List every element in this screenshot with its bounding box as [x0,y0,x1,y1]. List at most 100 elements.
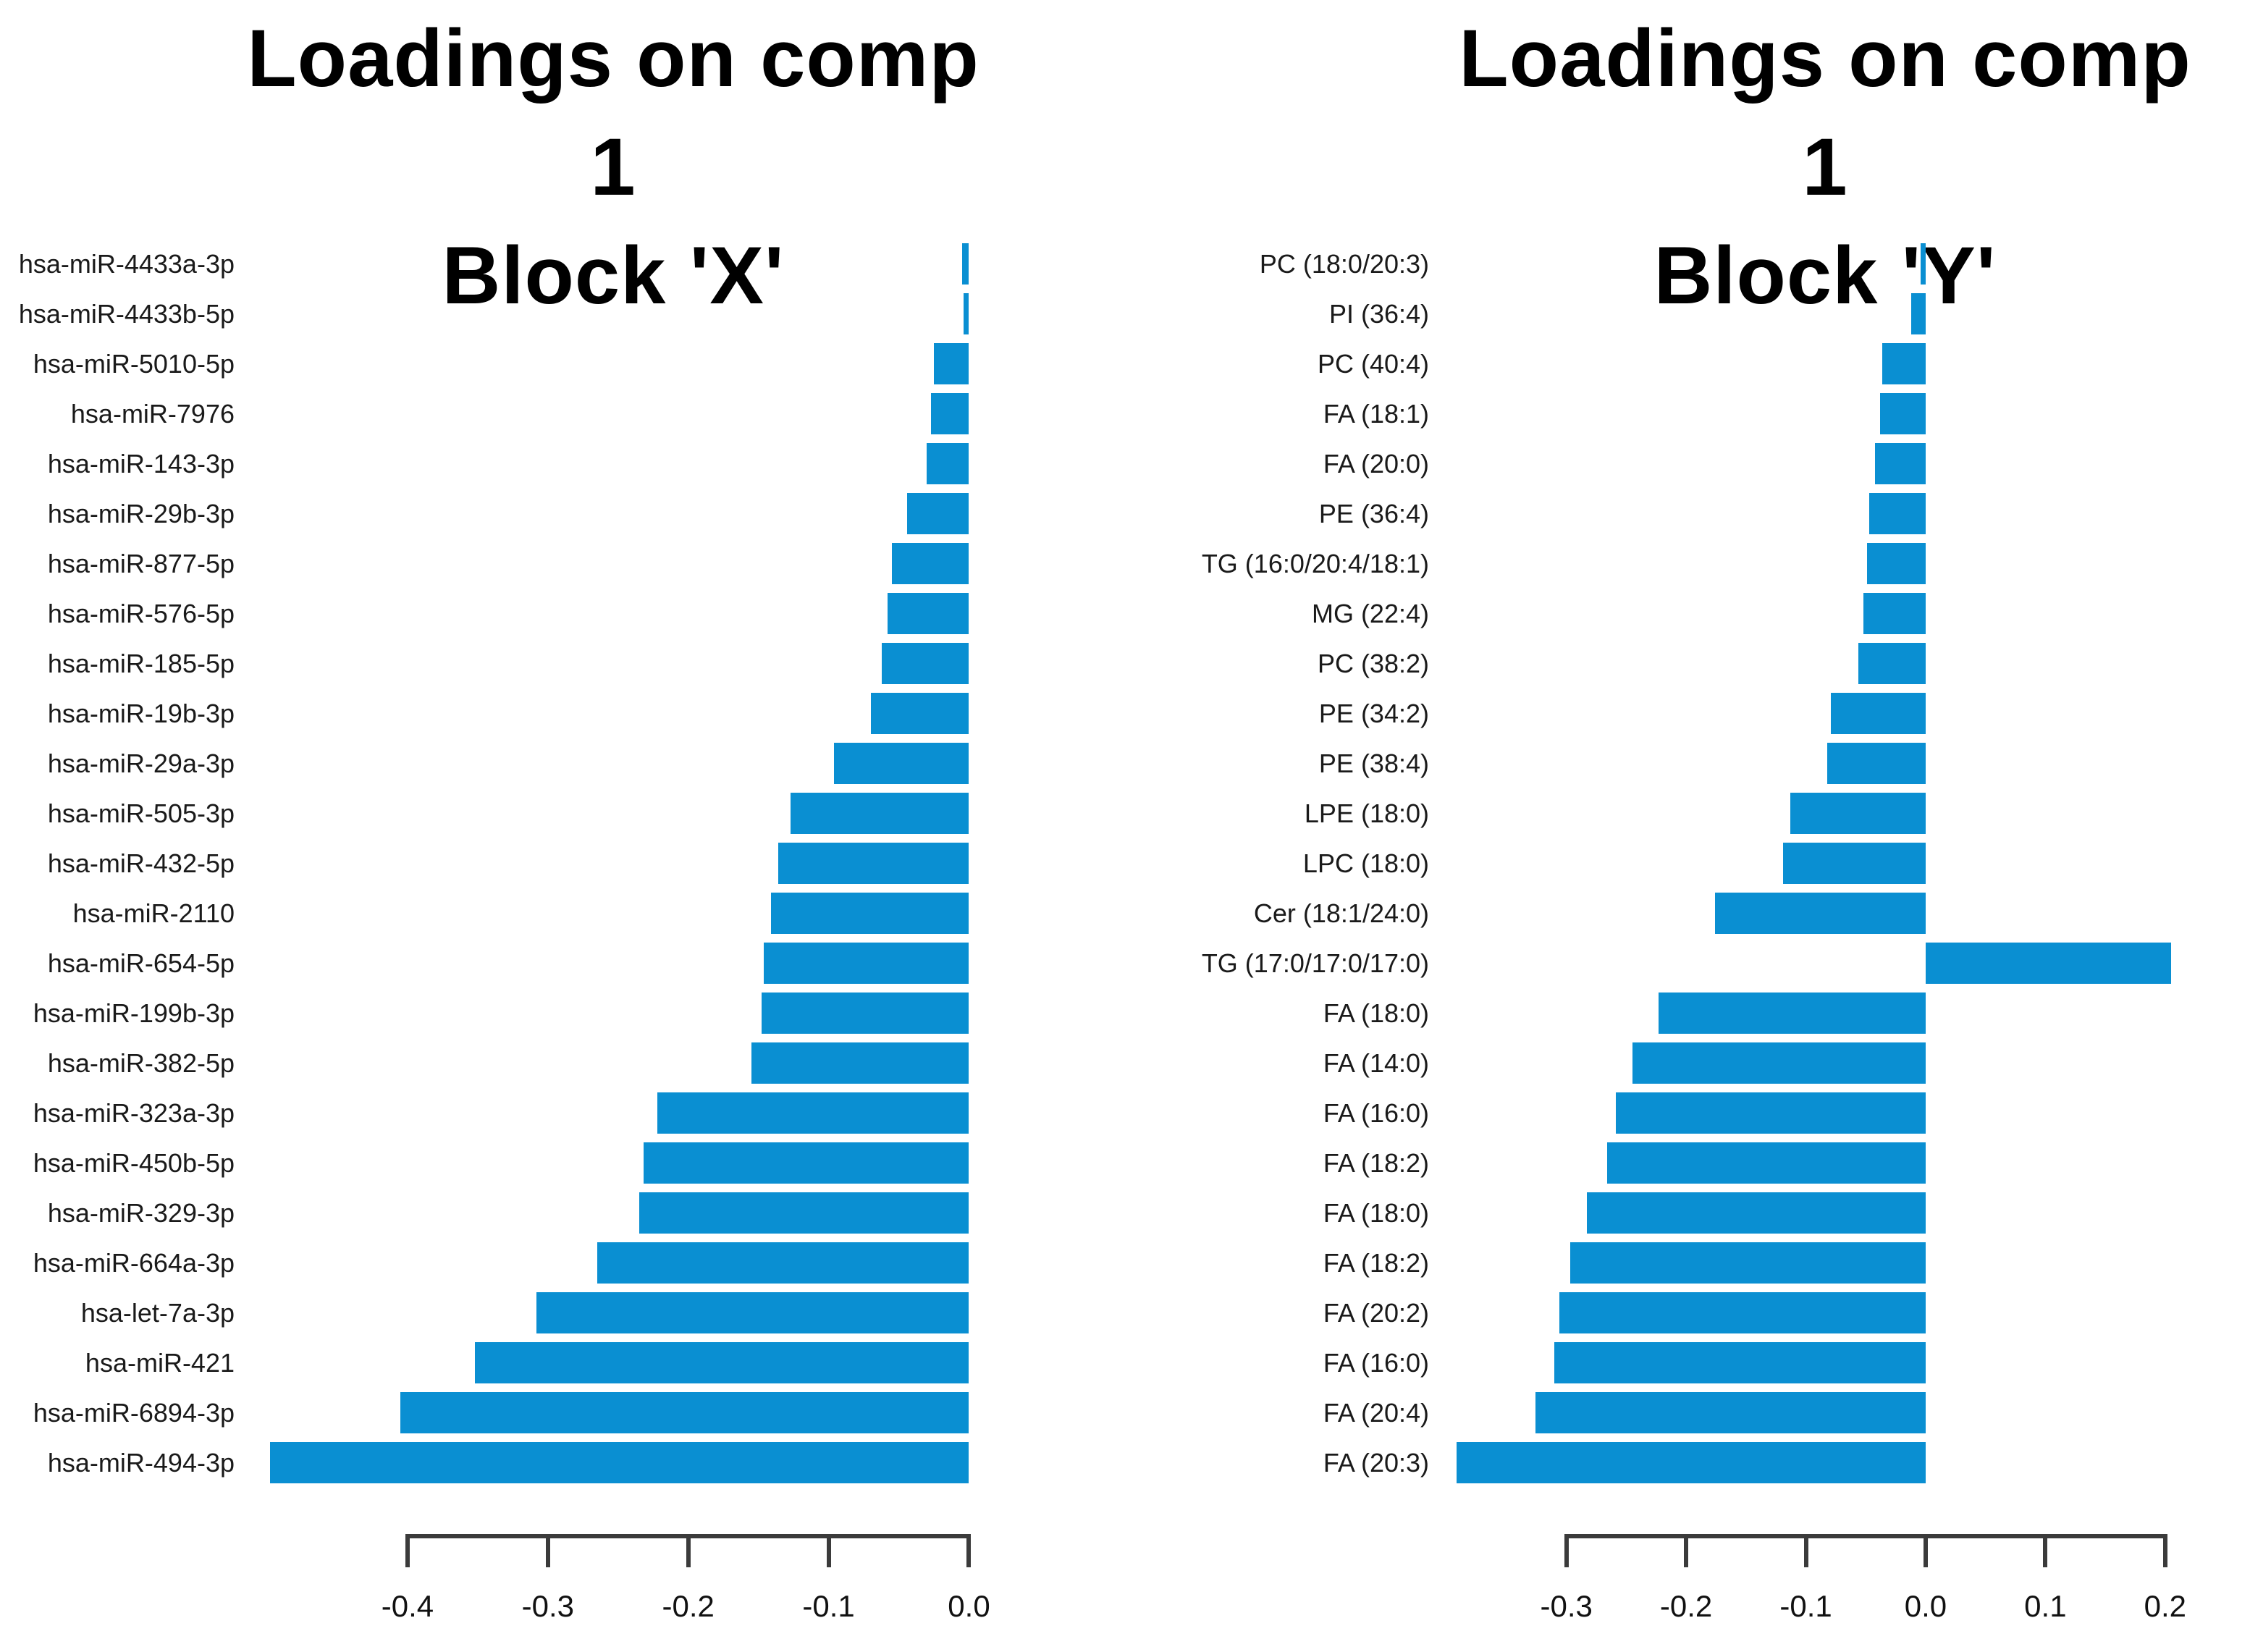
loading-bar [1569,1242,1926,1284]
category-label: hsa-miR-664a-3p [33,1247,235,1278]
x-axis-tick-label: -0.4 [381,1589,434,1623]
bar-row: hsa-miR-877-5p [0,539,1125,589]
bar-track [246,888,980,938]
chart-x-title-line2: Block 'X' [442,230,785,321]
loading-bar [888,593,969,634]
loading-bar [963,293,969,334]
bar-row: hsa-miR-382-5p [0,1038,1125,1088]
x-axis-tick [545,1534,550,1567]
bar-row: FA (18:2) [1125,1138,2250,1188]
loading-bar [778,843,969,884]
bar-row: hsa-miR-494-3p [0,1438,1125,1488]
bar-row: LPE (18:0) [1125,788,2250,838]
category-label: hsa-miR-323a-3p [33,1097,235,1128]
loading-bar [791,793,969,834]
bar-row: FA (18:1) [1125,389,2250,439]
loading-bar [1858,643,1926,684]
loading-bar [1783,843,1926,884]
loading-bar [882,643,969,684]
loading-bar [597,1242,969,1284]
category-label: hsa-miR-421 [85,1347,235,1378]
category-label: FA (16:0) [1323,1097,1429,1128]
bar-row: hsa-miR-576-5p [0,589,1125,639]
chart-y-title: Loadings on comp 1 Block 'Y' [1441,0,2209,321]
loading-bar [761,993,969,1034]
loading-bar [1535,1392,1926,1433]
bar-track [246,289,980,339]
bar-track [1441,289,2209,339]
loading-bar [1606,1142,1926,1184]
bar-track [246,1038,980,1088]
category-label: hsa-miR-576-5p [47,598,235,628]
loading-bar [1831,693,1926,734]
category-label: hsa-let-7a-3p [80,1297,235,1328]
category-label: FA (18:0) [1323,1197,1429,1228]
loading-bar [1615,1092,1926,1134]
category-label: PC (18:0/20:3) [1259,248,1429,279]
bar-track [1441,639,2209,688]
category-label: hsa-miR-143-3p [47,448,235,479]
loading-bar [1869,493,1926,534]
x-axis-tick [966,1534,972,1567]
loading-bar [1456,1442,1926,1483]
bar-row: hsa-miR-323a-3p [0,1088,1125,1138]
bar-row: PC (18:0/20:3) [1125,239,2250,289]
loading-bar [931,393,969,434]
bar-track [246,1388,980,1438]
category-label: FA (20:4) [1323,1397,1429,1428]
bar-track [246,738,980,788]
chart-y-title-line2: Block 'Y' [1653,230,1997,321]
bar-row: FA (14:0) [1125,1038,2250,1088]
bar-row: FA (18:0) [1125,988,2250,1038]
loading-bar [1554,1342,1926,1383]
loading-bar [1586,1192,1926,1234]
bar-row: FA (18:0) [1125,1188,2250,1238]
loading-bar [1659,993,1926,1034]
loading-bar [1866,543,1926,584]
category-label: FA (20:0) [1323,448,1429,479]
bar-row: hsa-miR-29b-3p [0,489,1125,539]
bar-row: hsa-miR-6894-3p [0,1388,1125,1438]
bar-track [1441,589,2209,639]
bar-track [1441,988,2209,1038]
category-label: hsa-miR-4433a-3p [18,248,235,279]
bar-row: hsa-miR-185-5p [0,639,1125,688]
x-axis-tick-label: -0.3 [521,1589,575,1623]
category-label: PE (38:4) [1318,748,1429,778]
category-label: FA (18:0) [1323,998,1429,1028]
bar-track [246,1338,980,1388]
bar-row: hsa-miR-432-5p [0,838,1125,888]
loading-bar [400,1392,969,1433]
bar-row: Cer (18:1/24:0) [1125,888,2250,938]
loading-bar [834,743,969,784]
bar-track [246,788,980,838]
x-axis-tick [1564,1534,1569,1567]
bar-row: hsa-miR-664a-3p [0,1238,1125,1288]
bar-row: PE (34:2) [1125,688,2250,738]
bar-row: PC (38:2) [1125,639,2250,688]
x-axis-tick [2162,1534,2167,1567]
category-label: hsa-miR-29b-3p [47,498,235,528]
bar-row: FA (16:0) [1125,1088,2250,1138]
category-label: Cer (18:1/24:0) [1253,898,1429,928]
bar-track [1441,1088,2209,1138]
category-label: FA (14:0) [1323,1048,1429,1078]
x-axis-line [1566,1534,2165,1538]
loading-bar [907,493,969,534]
bar-track [246,589,980,639]
bar-row: hsa-miR-505-3p [0,788,1125,838]
bar-row: FA (20:0) [1125,439,2250,489]
loading-bar [1863,593,1926,634]
x-axis-tick [405,1534,410,1567]
category-label: TG (16:0/20:4/18:1) [1201,548,1429,578]
loading-bar [1921,243,1926,285]
x-axis-tick [1923,1534,1928,1567]
category-label: LPC (18:0) [1302,848,1429,878]
bar-track [1441,1338,2209,1388]
bar-track [1441,539,2209,589]
loading-bar [1911,293,1926,334]
x-axis-tick-label: -0.1 [802,1589,855,1623]
bar-track [1441,389,2209,439]
loading-bar [1714,893,1926,934]
bar-track [1441,1038,2209,1088]
